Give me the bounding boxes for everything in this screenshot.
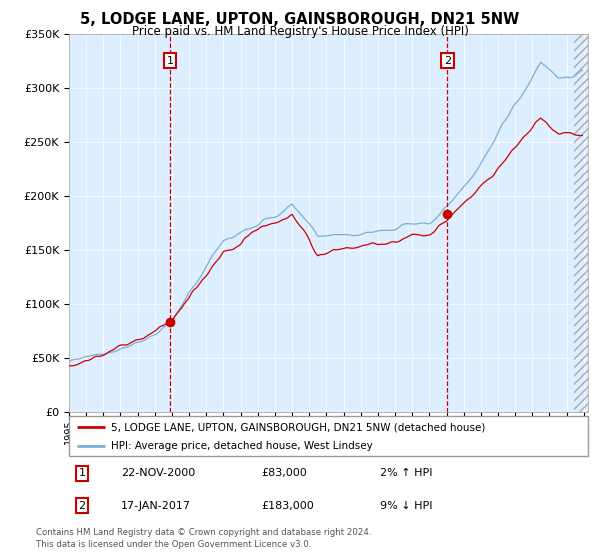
Text: 9% ↓ HPI: 9% ↓ HPI (380, 501, 433, 511)
Text: 22-NOV-2000: 22-NOV-2000 (121, 468, 195, 478)
Bar (574, 34, 588, 412)
Text: 2% ↑ HPI: 2% ↑ HPI (380, 468, 433, 478)
Text: 1: 1 (167, 55, 173, 66)
Text: £183,000: £183,000 (261, 501, 314, 511)
Text: HPI: Average price, detached house, West Lindsey: HPI: Average price, detached house, West… (110, 441, 372, 451)
Text: Price paid vs. HM Land Registry's House Price Index (HPI): Price paid vs. HM Land Registry's House … (131, 25, 469, 38)
Text: 2: 2 (79, 501, 86, 511)
Text: 17-JAN-2017: 17-JAN-2017 (121, 501, 191, 511)
Text: Contains HM Land Registry data © Crown copyright and database right 2024.: Contains HM Land Registry data © Crown c… (36, 528, 371, 536)
Text: 1: 1 (79, 468, 85, 478)
Text: 5, LODGE LANE, UPTON, GAINSBOROUGH, DN21 5NW: 5, LODGE LANE, UPTON, GAINSBOROUGH, DN21… (80, 12, 520, 27)
FancyBboxPatch shape (69, 416, 588, 456)
Text: 5, LODGE LANE, UPTON, GAINSBOROUGH, DN21 5NW (detached house): 5, LODGE LANE, UPTON, GAINSBOROUGH, DN21… (110, 422, 485, 432)
Text: £83,000: £83,000 (261, 468, 307, 478)
Text: This data is licensed under the Open Government Licence v3.0.: This data is licensed under the Open Gov… (36, 540, 311, 549)
Text: 2: 2 (443, 55, 451, 66)
